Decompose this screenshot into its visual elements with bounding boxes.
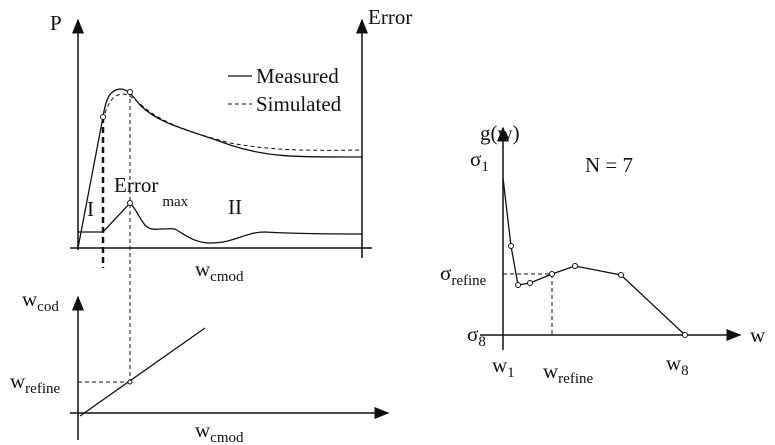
point	[618, 272, 624, 278]
w-label: w1	[492, 353, 515, 381]
region-label: I	[87, 197, 94, 221]
point	[508, 243, 514, 249]
sigma-label: σrefine	[440, 261, 487, 289]
point	[682, 332, 688, 338]
region-label: II	[228, 195, 242, 219]
legend-label: Simulated	[256, 92, 342, 116]
point	[127, 379, 133, 385]
point	[127, 200, 133, 206]
refine-label: wrefine	[10, 369, 60, 397]
point	[549, 271, 555, 277]
legend-label: Measured	[256, 64, 339, 88]
g-curve	[502, 177, 686, 336]
sigma-label: σ8	[467, 322, 486, 350]
bottom-panel: wcod wrefine wcmod	[10, 287, 390, 445]
x-label: wcmod	[195, 418, 244, 445]
y2-label: Error	[368, 5, 412, 29]
y-label: wcod	[22, 287, 59, 315]
point	[572, 263, 578, 269]
simulated-curve	[102, 93, 363, 151]
measured-curve	[77, 88, 363, 249]
error-curve	[78, 202, 363, 244]
right-panel: g(w) σ1 N = 7 σrefine σ8 w w1 wrefine w8	[440, 121, 766, 387]
point	[515, 282, 521, 288]
y-label: g(w)	[480, 121, 520, 145]
relation-line	[79, 327, 206, 417]
top-panel: P Error Measured Simulated Errormax I II…	[50, 5, 412, 382]
x-label: w	[750, 323, 766, 347]
point	[100, 114, 106, 120]
w-label: w8	[666, 351, 689, 379]
peak-label: Errormax	[114, 173, 189, 210]
y-label: P	[50, 11, 62, 35]
point	[127, 89, 133, 95]
note: N = 7	[585, 153, 633, 177]
point	[527, 280, 533, 286]
x-label: wcmod	[195, 257, 244, 285]
w-label: wrefine	[543, 359, 593, 387]
sigma-label: σ1	[470, 147, 489, 175]
